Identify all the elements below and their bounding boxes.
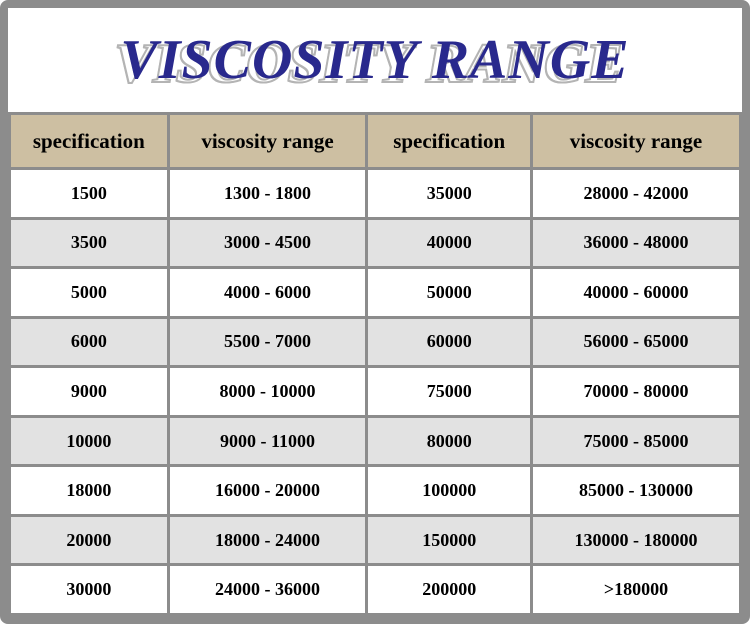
table-row: 18000 16000 - 20000 100000 85000 - 130000: [8, 464, 742, 517]
range-cell: 36000 - 48000: [529, 216, 742, 270]
range-cell: 130000 - 180000: [529, 513, 742, 567]
spec-cell: 150000: [365, 513, 533, 567]
title-band: VISCOSITY RANGE VISCOSITY RANGE: [8, 8, 742, 112]
range-cell: 75000 - 85000: [529, 414, 742, 468]
range-cell: 40000 - 60000: [529, 266, 742, 319]
range-cell: 16000 - 20000: [166, 464, 369, 517]
table-row: 6000 5500 - 7000 60000 56000 - 65000: [8, 315, 742, 369]
spec-cell: 80000: [365, 414, 533, 468]
header-specification-right: specification: [365, 112, 533, 170]
viscosity-table: specification viscosity range specificat…: [8, 112, 742, 616]
spec-cell: 200000: [365, 563, 533, 616]
table-row: 30000 24000 - 36000 200000 >180000: [8, 563, 742, 616]
range-cell: 3000 - 4500: [166, 216, 369, 270]
spec-cell: 10000: [8, 414, 170, 468]
range-cell: 24000 - 36000: [166, 563, 369, 616]
spec-cell: 5000: [8, 266, 170, 319]
table-row: 20000 18000 - 24000 150000 130000 - 180000: [8, 513, 742, 567]
range-cell: 28000 - 42000: [529, 167, 742, 220]
table-row: 3500 3000 - 4500 40000 36000 - 48000: [8, 216, 742, 270]
header-specification-left: specification: [8, 112, 170, 170]
spec-cell: 6000: [8, 315, 170, 369]
range-cell: 8000 - 10000: [166, 365, 369, 418]
spec-cell: 40000: [365, 216, 533, 270]
table-row: 5000 4000 - 6000 50000 40000 - 60000: [8, 266, 742, 319]
spec-cell: 35000: [365, 167, 533, 220]
spec-cell: 1500: [8, 167, 170, 220]
range-cell: 85000 - 130000: [529, 464, 742, 517]
spec-cell: 18000: [8, 464, 170, 517]
table-body: 1500 1300 - 1800 35000 28000 - 42000 3500 300…: [8, 167, 742, 616]
range-cell: 4000 - 6000: [166, 266, 369, 319]
spec-cell: 3500: [8, 216, 170, 270]
spec-cell: 30000: [8, 563, 170, 616]
range-cell: 9000 - 11000: [166, 414, 369, 468]
header-viscosity-range-left: viscosity range: [166, 112, 369, 170]
spec-cell: 75000: [365, 365, 533, 418]
range-cell: 56000 - 65000: [529, 315, 742, 369]
range-cell: 1300 - 1800: [166, 167, 369, 220]
spec-cell: 50000: [365, 266, 533, 319]
table-row: 1500 1300 - 1800 35000 28000 - 42000: [8, 167, 742, 220]
range-cell: 70000 - 80000: [529, 365, 742, 418]
spec-cell: 100000: [365, 464, 533, 517]
range-cell: 5500 - 7000: [166, 315, 369, 369]
table-row: 9000 8000 - 10000 75000 70000 - 80000: [8, 365, 742, 418]
spec-cell: 60000: [365, 315, 533, 369]
table-row: 10000 9000 - 11000 80000 75000 - 85000: [8, 414, 742, 468]
spec-cell: 9000: [8, 365, 170, 418]
range-cell: >180000: [529, 563, 742, 616]
page-title-shadow: VISCOSITY RANGE: [113, 33, 624, 95]
spec-cell: 20000: [8, 513, 170, 567]
page-title-wrap: VISCOSITY RANGE VISCOSITY RANGE: [113, 29, 630, 93]
page-title: VISCOSITY RANGE: [120, 29, 630, 91]
range-cell: 18000 - 24000: [166, 513, 369, 567]
header-viscosity-range-right: viscosity range: [529, 112, 742, 170]
header-row: specification viscosity range specificat…: [8, 112, 742, 170]
